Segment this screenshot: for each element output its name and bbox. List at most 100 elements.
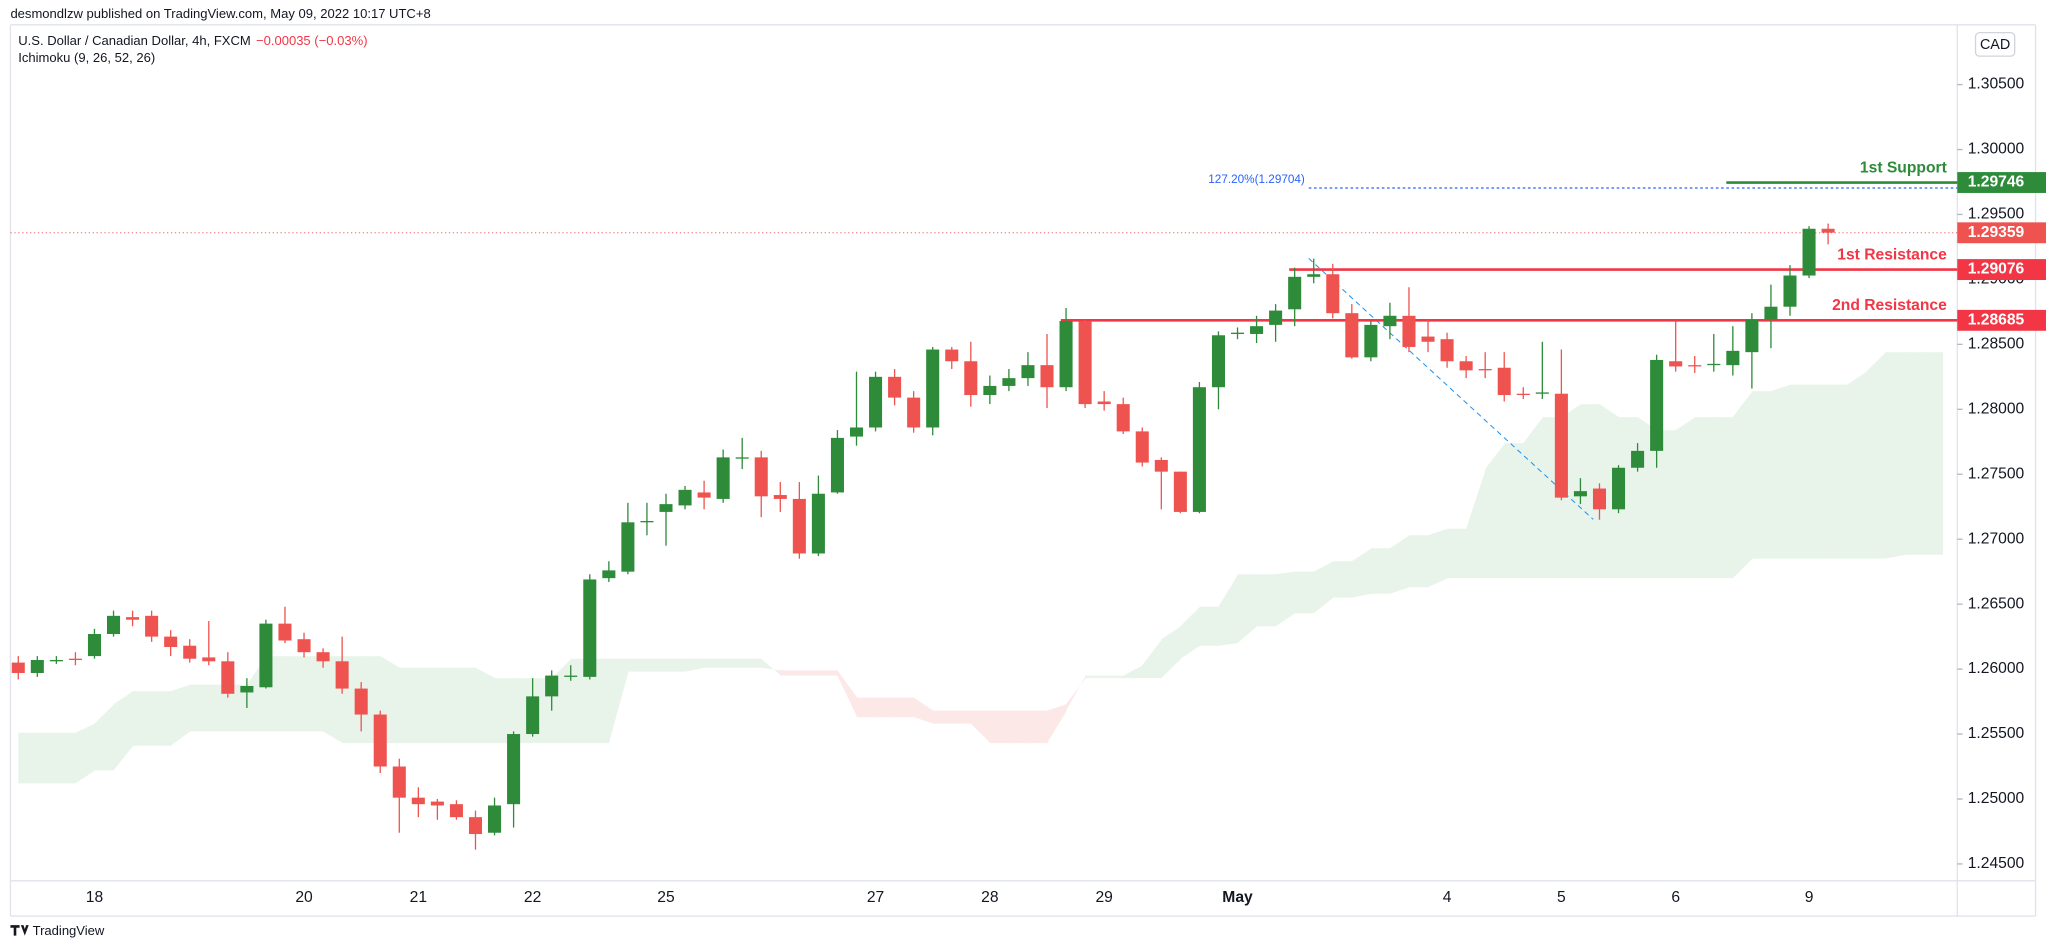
cloud-segment <box>951 710 972 724</box>
candle-body <box>335 661 349 689</box>
cloud-segment <box>189 684 210 732</box>
cloud-segment <box>151 691 172 746</box>
cloud-segment <box>1123 665 1143 679</box>
candle-body <box>1631 450 1645 468</box>
candle-body <box>68 658 82 661</box>
candle-body <box>830 437 844 493</box>
footer-text: TradingView <box>33 923 105 938</box>
level-badge <box>1957 259 2046 280</box>
candle-body <box>30 659 44 673</box>
cloud-segment <box>1047 704 1067 744</box>
x-tick-label: 5 <box>1557 889 1566 906</box>
cloud-segment <box>1866 352 1886 559</box>
level-name: 1st Support <box>1860 159 1948 176</box>
cloud-segment <box>1485 443 1505 579</box>
candle-body <box>278 623 292 641</box>
x-tick-label: 4 <box>1443 889 1452 906</box>
y-tick-label: 1.30500 <box>1968 76 2025 93</box>
cloud-segment <box>856 697 877 718</box>
candle-body <box>869 376 883 428</box>
cloud-segment <box>1580 404 1601 579</box>
cloud-segment <box>304 656 324 732</box>
cloud-segment <box>799 670 820 676</box>
cloud-segment <box>1751 391 1772 559</box>
candle-body <box>354 688 368 715</box>
cloud-segment <box>1370 548 1391 594</box>
cloud-segment <box>608 658 629 744</box>
publisher: desmondlzw published on TradingView.com,… <box>10 6 430 21</box>
cloud-segment <box>1256 574 1277 627</box>
candle-body <box>907 397 921 428</box>
candle-body <box>1459 361 1473 371</box>
x-tick-label: 6 <box>1671 889 1680 906</box>
candle-body <box>888 376 902 398</box>
symbol: U.S. Dollar / Canadian Dollar, 4h, FXCM <box>18 33 250 48</box>
level-value: 1.29746 <box>1968 174 2025 191</box>
candle-body <box>1154 459 1168 472</box>
candle-body <box>792 498 806 554</box>
candle-body <box>1021 365 1035 379</box>
candle-body <box>316 652 330 662</box>
y-tick-label: 1.27500 <box>1968 465 2025 482</box>
candle-body <box>621 522 635 572</box>
x-tick-label: 21 <box>410 889 427 906</box>
candle-body <box>240 685 254 693</box>
candle-body <box>1592 488 1607 510</box>
candle-body <box>678 489 692 506</box>
candle-body <box>1402 315 1416 347</box>
candle-body <box>1573 491 1587 497</box>
candle-body <box>602 570 616 579</box>
x-tick-label: 22 <box>524 889 541 906</box>
candle-body <box>811 493 825 554</box>
cloud-segment <box>1275 571 1296 627</box>
candle-body <box>640 521 654 523</box>
logo-mark <box>10 925 29 936</box>
candle-body <box>183 645 197 659</box>
cloud-segment <box>1447 528 1467 579</box>
cloud-segment <box>494 678 515 744</box>
level-value: 1.28685 <box>1968 311 2025 328</box>
cloud-segment <box>1332 561 1353 598</box>
candle-body <box>1211 335 1225 388</box>
cloud-segment <box>665 658 686 672</box>
candle-body <box>297 639 311 653</box>
cloud-segment <box>437 667 458 744</box>
cloud-segment <box>1713 417 1734 579</box>
candle-body <box>373 714 387 767</box>
candle-body <box>430 801 444 806</box>
cloud-segment <box>989 710 1010 744</box>
candle-body <box>1097 401 1111 405</box>
cloud-segment <box>1428 528 1448 588</box>
cloud-segment <box>1237 574 1258 644</box>
cloud-segment <box>1694 417 1715 579</box>
cloud-segment <box>1180 606 1201 659</box>
candle-body <box>983 385 997 396</box>
candle-body <box>1707 363 1721 366</box>
candle-body <box>1192 387 1206 512</box>
candle-body <box>1040 365 1054 388</box>
candle-body <box>1554 393 1568 498</box>
cloud-segment <box>1828 384 1848 559</box>
candle-body <box>1478 369 1492 371</box>
cloud-segment <box>1085 675 1105 679</box>
candle-body <box>1326 274 1340 314</box>
candle-body <box>411 797 425 805</box>
cloud-segment <box>399 667 419 744</box>
cloud-segment <box>1027 710 1048 744</box>
y-tick-label: 1.26500 <box>1968 595 2025 612</box>
candle-body <box>1516 393 1530 396</box>
candle-body <box>1059 320 1073 388</box>
candle-body <box>1250 326 1264 334</box>
candle-body <box>259 623 273 688</box>
y-tick-label: 1.30000 <box>1968 141 2025 158</box>
candle-body <box>926 349 940 428</box>
cloud-segment <box>704 658 724 668</box>
cloud-segment <box>284 656 305 732</box>
x-tick-label: 20 <box>295 889 313 906</box>
candle-body <box>1345 313 1359 358</box>
candle-body <box>945 349 959 362</box>
candle-body <box>1288 276 1302 310</box>
candle-body <box>1307 274 1321 277</box>
currency-box[interactable] <box>1974 32 2016 57</box>
